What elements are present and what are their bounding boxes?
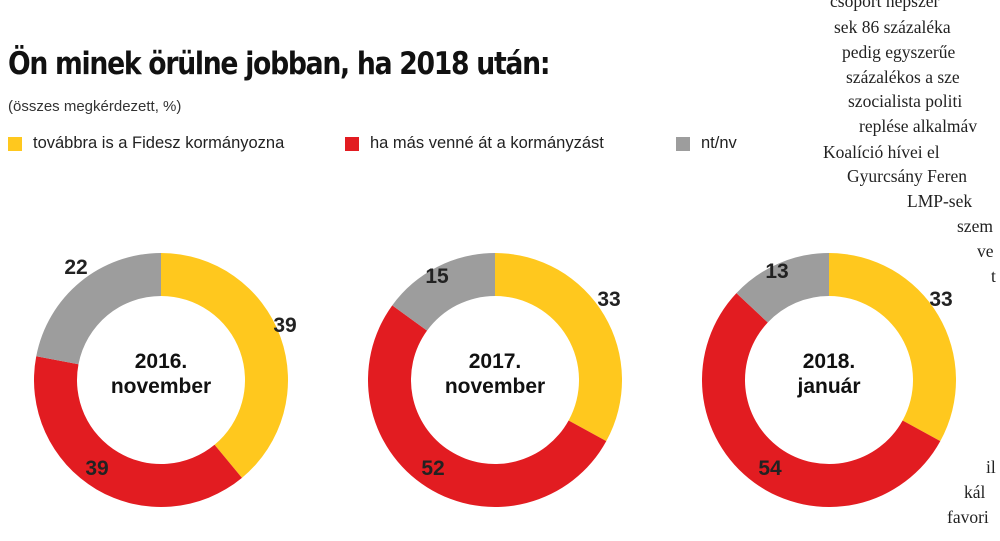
legend-item-fidesz: továbbra is a Fidesz kormányozna	[8, 134, 284, 153]
article-line: replése alkalmáv	[859, 116, 978, 136]
legend: továbbra is a Fidesz kormányozna ha más …	[0, 134, 800, 158]
article-line: kál	[964, 482, 986, 502]
article-line: csoport népszer	[830, 0, 940, 11]
article-line: pedig egyszerűe	[842, 42, 956, 62]
data-label-mas: 39	[85, 457, 108, 480]
article-line: favori	[947, 507, 989, 527]
donut-slice-fidesz	[829, 253, 957, 442]
center-label: november	[445, 375, 545, 398]
chart-title: Ön minek örülne jobban, ha 2018 után:	[8, 46, 550, 82]
legend-label-mas: ha más venné át a kormányzást	[370, 134, 604, 152]
chart-subtitle: (összes megkérdezett, %)	[8, 98, 182, 115]
article-line: t	[991, 266, 996, 286]
article-line: sek 86 százaléka	[834, 17, 951, 37]
legend-label-ntnv: nt/nv	[701, 134, 737, 152]
donut-slice-fidesz	[495, 253, 622, 442]
article-line: szem	[957, 216, 993, 236]
data-label-mas: 54	[758, 457, 782, 480]
article-line: Koalíció hívei el	[823, 142, 940, 162]
article-line: il	[986, 457, 996, 477]
center-label: 2018.	[803, 350, 856, 373]
legend-item-ntnv: nt/nv	[676, 134, 737, 153]
background-article-text: csoport népszer sek 86 százaléka pedig e…	[800, 0, 1000, 541]
center-label: 2016.	[135, 350, 188, 373]
donut-slice-mas	[367, 305, 607, 508]
data-label-mas: 52	[421, 457, 444, 480]
data-label-ntnv: 15	[425, 265, 449, 288]
data-label-fidesz: 33	[929, 288, 952, 311]
data-label-fidesz: 39	[273, 314, 296, 337]
article-line: ve	[977, 241, 994, 261]
article-line: LMP-sek	[907, 191, 973, 211]
donut-slice-mas	[34, 356, 242, 508]
legend-swatch-mas	[345, 136, 359, 151]
article-line: százalékos a sze	[846, 67, 960, 87]
article-line: szocialista politi	[848, 91, 963, 111]
legend-swatch-fidesz	[8, 136, 22, 151]
donut-slice-ntnv	[736, 253, 829, 323]
data-label-ntnv: 13	[765, 260, 788, 283]
center-label: január	[796, 375, 860, 398]
donut-slice-ntnv	[36, 253, 161, 365]
legend-item-mas: ha más venné át a kormányzást	[345, 134, 604, 153]
center-label: november	[111, 375, 211, 398]
center-label: 2017.	[469, 350, 522, 373]
donut-slice-mas	[701, 293, 941, 508]
legend-swatch-ntnv	[676, 136, 690, 151]
legend-label-fidesz: továbbra is a Fidesz kormányozna	[33, 134, 285, 152]
data-label-fidesz: 33	[597, 288, 620, 311]
donut-slice-ntnv	[392, 253, 495, 331]
donut-slice-fidesz	[161, 253, 288, 478]
data-label-ntnv: 22	[64, 256, 87, 279]
article-line: Gyurcsány Feren	[847, 166, 968, 186]
